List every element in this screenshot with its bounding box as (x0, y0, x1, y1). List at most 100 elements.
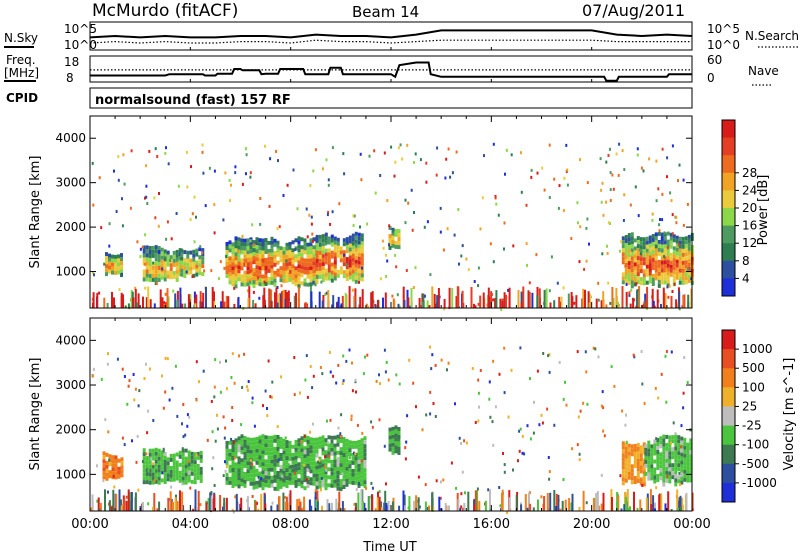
data-cell (312, 257, 316, 262)
data-cell (669, 232, 673, 237)
data-cell (148, 266, 152, 270)
data-cell (255, 269, 259, 274)
data-cell (588, 242, 590, 246)
data-cell (672, 258, 676, 263)
data-cell (669, 272, 673, 277)
data-cell (394, 425, 398, 430)
data-cell (669, 268, 673, 273)
data-cell (249, 469, 253, 474)
data-cell (145, 362, 147, 366)
data-cell (291, 256, 295, 261)
data-cell (121, 197, 123, 201)
data-cell (325, 291, 328, 295)
data-cell (431, 286, 434, 308)
data-cell (668, 467, 672, 472)
data-cell (348, 448, 352, 453)
data-cell (291, 248, 295, 253)
data-cell (335, 381, 338, 385)
data-cell (683, 441, 687, 446)
data-cell (114, 266, 117, 271)
data-cell (277, 159, 279, 163)
data-cell (273, 462, 277, 467)
data-cell (253, 424, 256, 428)
data-cell (470, 287, 473, 308)
data-cell (309, 266, 313, 271)
data-cell (615, 296, 618, 308)
data-cell (426, 220, 429, 224)
data-cell (139, 247, 142, 251)
data-cell (211, 287, 214, 308)
data-cell (363, 440, 367, 445)
data-cell (142, 249, 146, 254)
data-cell (303, 470, 307, 475)
data-cell (636, 459, 640, 463)
data-cell (120, 505, 123, 511)
data-cell (461, 290, 464, 308)
data-cell (642, 281, 646, 286)
data-cell (145, 195, 148, 199)
data-cell (341, 382, 344, 385)
data-cell (529, 437, 532, 441)
data-cell (689, 478, 693, 483)
data-cell (318, 480, 322, 485)
data-cell (503, 221, 506, 225)
data-cell (333, 244, 337, 249)
data-cell (639, 241, 643, 246)
data-cell (321, 266, 325, 271)
data-cell (684, 236, 688, 241)
data-cell (333, 471, 337, 476)
data-cell (240, 466, 244, 471)
data-cell (628, 293, 631, 297)
data-cell (363, 502, 366, 511)
data-cell (336, 273, 340, 278)
data-cell (273, 278, 277, 283)
data-cell (605, 200, 608, 204)
data-cell (152, 506, 154, 511)
data-cell (186, 250, 190, 255)
data-cell (494, 196, 497, 200)
data-cell (366, 222, 369, 226)
data-cell (547, 354, 550, 358)
data-cell (428, 305, 431, 308)
data-cell (306, 395, 309, 399)
data-cell (642, 277, 646, 282)
data-cell (279, 476, 283, 481)
data-cell (474, 305, 477, 309)
data-cell (662, 478, 666, 483)
data-cell (145, 476, 149, 481)
data-cell (661, 147, 664, 151)
data-cell (677, 451, 681, 456)
data-cell (404, 198, 407, 202)
data-cell (154, 273, 158, 278)
data-cell (305, 478, 308, 481)
data-cell (647, 468, 651, 473)
data-cell (246, 250, 250, 255)
data-cell (312, 449, 316, 454)
data-cell (231, 270, 235, 275)
data-cell (148, 464, 152, 469)
data-cell (327, 252, 331, 257)
data-cell (411, 228, 414, 232)
data-cell (687, 262, 691, 267)
data-cell (681, 264, 685, 269)
data-cell (653, 443, 657, 448)
data-cell (246, 469, 250, 474)
data-cell (318, 246, 322, 251)
power-frame (89, 115, 693, 309)
data-cell (330, 274, 334, 279)
data-cell (529, 377, 531, 381)
data-cell (246, 385, 248, 389)
data-cell (654, 272, 658, 277)
data-cell (311, 232, 314, 236)
station-title: McMurdo (fitACF) (92, 1, 238, 21)
data-cell (181, 460, 185, 465)
data-cell (237, 257, 241, 262)
data-cell (324, 260, 328, 265)
data-cell (252, 272, 256, 277)
data-cell (90, 507, 93, 511)
data-cell (678, 252, 682, 257)
data-cell (145, 277, 149, 282)
data-cell (201, 256, 205, 261)
data-cell (181, 448, 185, 453)
